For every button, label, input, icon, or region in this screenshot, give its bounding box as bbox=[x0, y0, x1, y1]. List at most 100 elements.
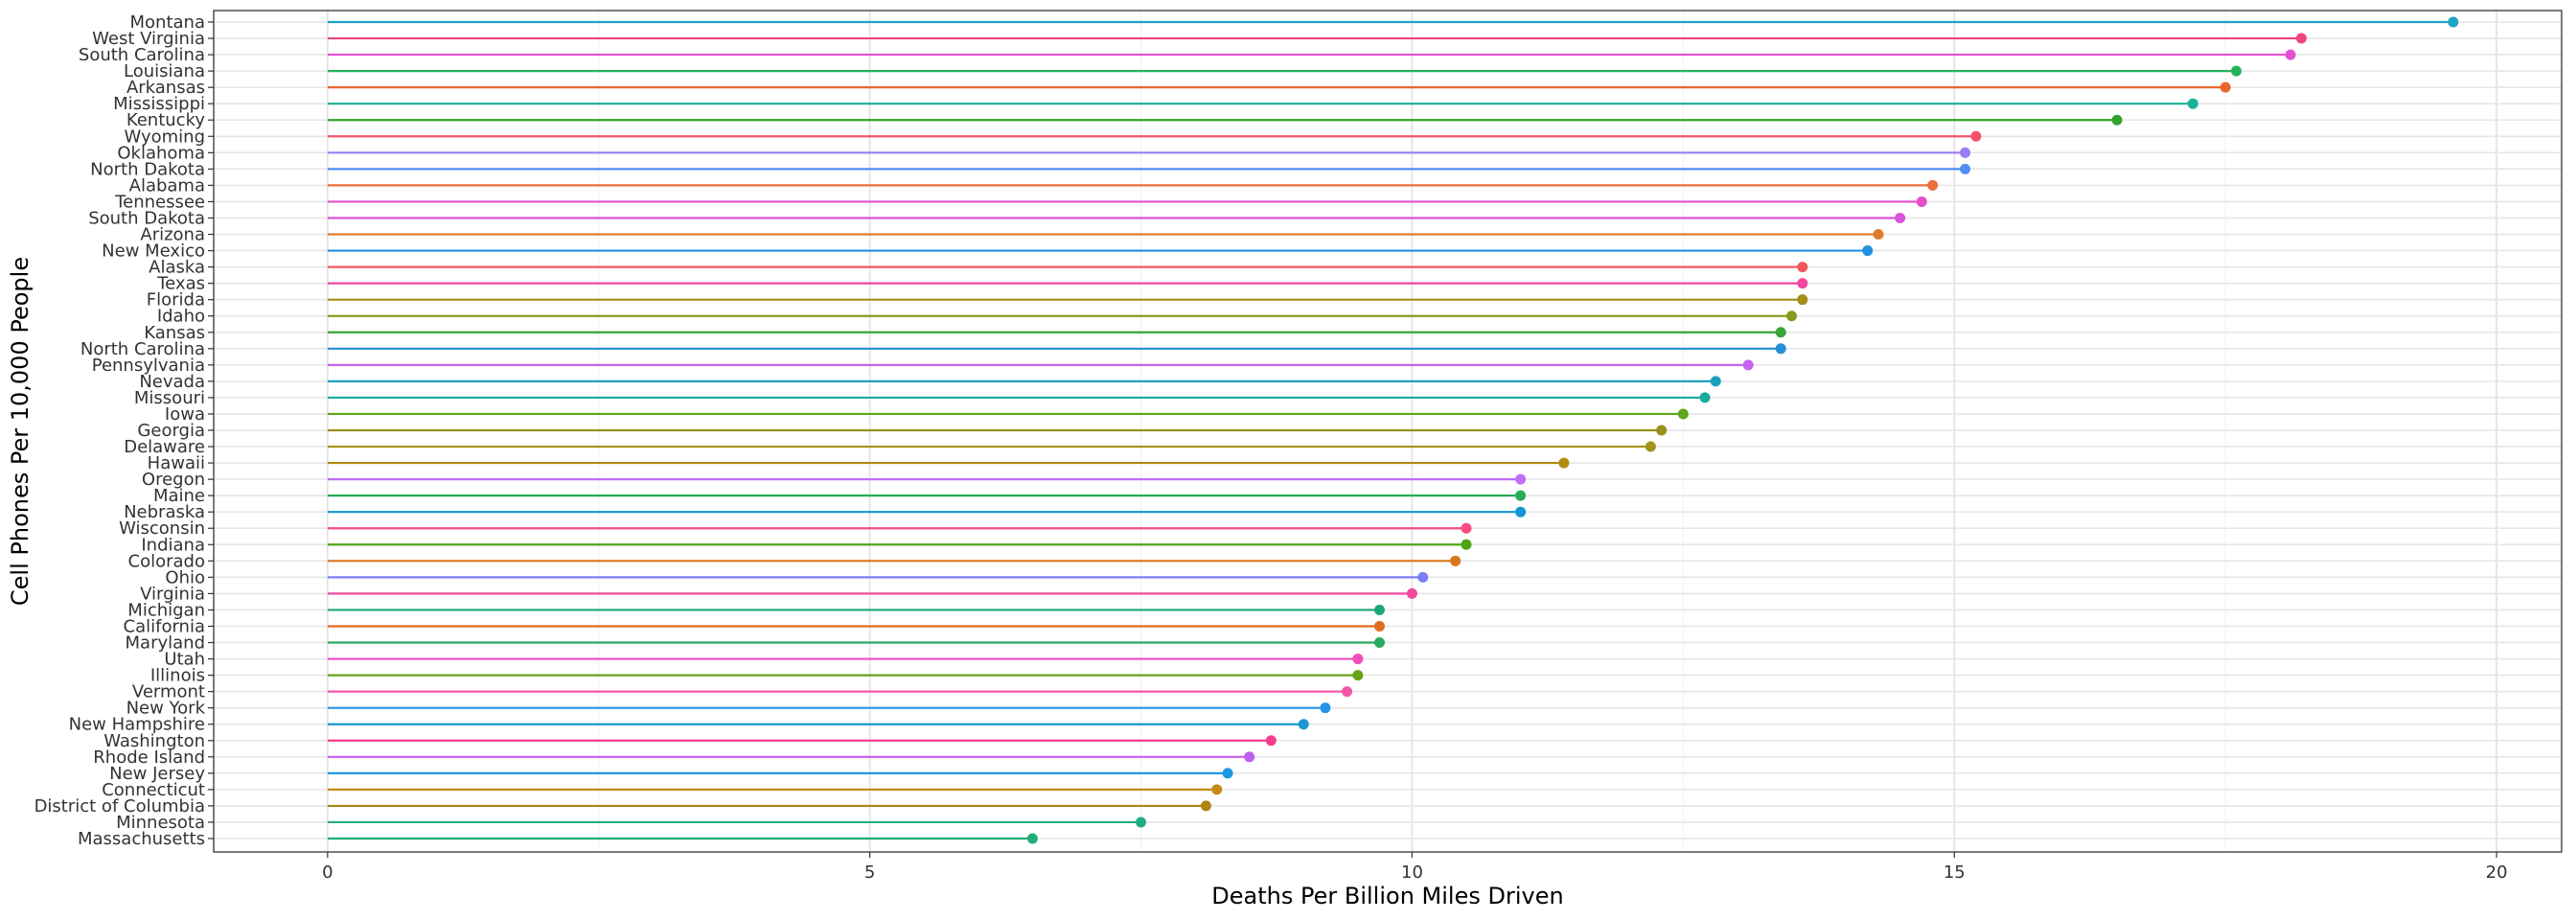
lollipop-point bbox=[1862, 245, 1874, 257]
y-tick-label: Alaska bbox=[149, 258, 205, 278]
x-tick-label: 5 bbox=[864, 862, 875, 883]
y-tick-label: North Carolina bbox=[80, 339, 205, 359]
lollipop-point bbox=[1450, 555, 1461, 566]
y-tick-label: Rhode Island bbox=[93, 748, 205, 768]
y-tick-label: Idaho bbox=[157, 307, 205, 327]
y-tick-label: Alabama bbox=[129, 175, 205, 196]
y-tick-label: California bbox=[124, 616, 205, 636]
lollipop-point bbox=[1742, 359, 1754, 371]
y-tick-label: Tennessee bbox=[114, 192, 205, 212]
y-axis-title: Cell Phones Per 10,000 People bbox=[7, 257, 34, 606]
y-tick-label: New Hampshire bbox=[69, 715, 205, 735]
y-tick-label: Illinois bbox=[150, 666, 205, 686]
y-tick-label: Missouri bbox=[134, 388, 205, 408]
lollipop-point bbox=[1342, 686, 1353, 698]
lollipop-point bbox=[2231, 65, 2242, 77]
y-tick-label: Minnesota bbox=[116, 813, 205, 833]
y-tick-label: Wyoming bbox=[124, 126, 205, 147]
lollipop-point bbox=[2220, 81, 2231, 93]
lollipop-point bbox=[1895, 212, 1906, 223]
lollipop-point bbox=[1374, 604, 1386, 615]
y-tick-label: Mississippi bbox=[113, 94, 205, 114]
y-tick-label: Maryland bbox=[126, 633, 205, 654]
y-tick-label: Georgia bbox=[137, 421, 205, 441]
lollipop-point bbox=[1797, 294, 1808, 306]
lollipop-point bbox=[1699, 392, 1711, 403]
y-tick-label: Indiana bbox=[141, 535, 205, 555]
lollipop-point bbox=[1515, 506, 1527, 518]
x-tick-label: 15 bbox=[1944, 862, 1966, 883]
plot-panel-border bbox=[213, 10, 2563, 853]
y-tick-label: Kentucky bbox=[126, 110, 206, 130]
y-tick-label: West Virginia bbox=[92, 29, 205, 49]
y-tick-label: Wisconsin bbox=[119, 518, 205, 539]
y-tick-label: District of Columbia bbox=[34, 796, 205, 816]
lollipop-point bbox=[1374, 637, 1386, 649]
lollipop-point bbox=[1970, 130, 1982, 142]
y-tick-label: Utah bbox=[164, 650, 205, 670]
x-axis-title: Deaths Per Billion Miles Driven bbox=[1211, 883, 1563, 909]
y-tick-label: Ohio bbox=[165, 567, 205, 587]
lollipop-point bbox=[2448, 16, 2459, 28]
lollipop-point bbox=[1298, 719, 1309, 730]
y-tick-label: Washington bbox=[104, 731, 205, 751]
lollipop-point bbox=[1515, 473, 1527, 485]
lollipop-point bbox=[2111, 114, 2123, 126]
lollipop-point bbox=[1211, 784, 1223, 795]
y-tick-label: Nebraska bbox=[124, 502, 205, 522]
y-tick-label: Vermont bbox=[132, 682, 205, 702]
y-tick-label: Louisiana bbox=[124, 61, 205, 81]
lollipop-point bbox=[1873, 229, 1884, 241]
lollipop-point bbox=[1460, 539, 1472, 550]
y-tick-label: Hawaii bbox=[148, 453, 205, 473]
y-tick-label: Virginia bbox=[140, 584, 205, 604]
y-tick-label: Massachusetts bbox=[78, 829, 205, 849]
y-tick-label: Oregon bbox=[142, 470, 205, 490]
y-tick-label: Nevada bbox=[139, 372, 205, 392]
lollipop-point bbox=[1222, 768, 1233, 779]
lollipop-point bbox=[1960, 163, 1971, 174]
y-tick-label: Iowa bbox=[165, 404, 205, 425]
lollipop-point bbox=[1786, 310, 1798, 322]
y-tick-label: South Dakota bbox=[88, 208, 205, 228]
lollipop-point bbox=[1960, 147, 1971, 158]
lollipop-point bbox=[1136, 816, 1147, 828]
lollipop-point bbox=[1200, 800, 1211, 812]
y-tick-label: Arizona bbox=[140, 225, 205, 245]
y-tick-label: Florida bbox=[147, 290, 205, 310]
lollipop-point bbox=[1710, 376, 1721, 387]
lollipop-point bbox=[1775, 327, 1786, 338]
x-tick-label: 0 bbox=[322, 862, 333, 883]
x-tick-label: 20 bbox=[2486, 862, 2508, 883]
lollipop-point bbox=[1797, 262, 1808, 273]
lollipop-point bbox=[2187, 98, 2198, 109]
lollipop-point bbox=[1775, 343, 1786, 355]
y-tick-label: Michigan bbox=[127, 600, 205, 620]
lollipop-point bbox=[1320, 702, 1331, 714]
y-tick-label: Connecticut bbox=[102, 780, 205, 800]
y-tick-label: Texas bbox=[156, 274, 205, 294]
lollipop-point bbox=[1797, 278, 1808, 289]
y-tick-label: Montana bbox=[130, 12, 205, 33]
x-tick-label: 10 bbox=[1401, 862, 1423, 883]
lollipop-point bbox=[1352, 670, 1364, 681]
lollipop-point bbox=[1417, 571, 1429, 583]
lollipop-point bbox=[1644, 441, 1656, 452]
y-tick-label: New York bbox=[126, 699, 206, 719]
lollipop-point bbox=[1916, 196, 1927, 207]
lollipop-point bbox=[1515, 490, 1527, 501]
y-tick-label: Colorado bbox=[128, 551, 205, 571]
y-tick-label: Arkansas bbox=[126, 78, 205, 98]
lollipop-point bbox=[1406, 587, 1417, 599]
lollipop-point bbox=[2285, 49, 2296, 60]
y-tick-label: Kansas bbox=[144, 323, 205, 343]
lollipop-point bbox=[1558, 457, 1570, 469]
lollipop-point bbox=[1026, 833, 1038, 844]
lollipop-point bbox=[2295, 33, 2307, 44]
y-tick-label: North Dakota bbox=[90, 159, 205, 179]
lollipop-point bbox=[1460, 522, 1472, 534]
lollipop-point bbox=[1352, 654, 1364, 665]
y-tick-label: Pennsylvania bbox=[92, 356, 205, 376]
